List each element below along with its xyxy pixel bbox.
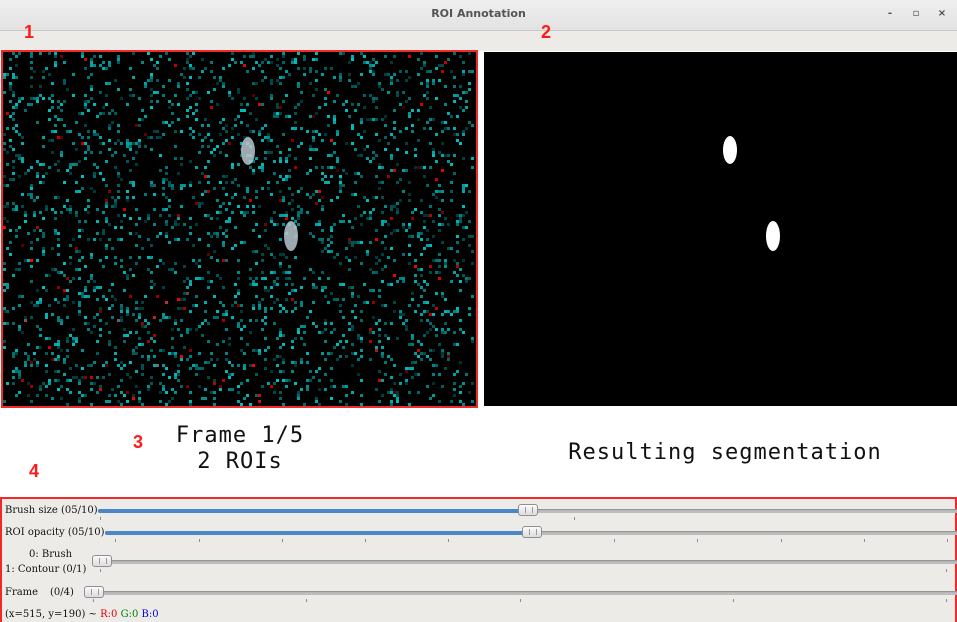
roi-opacity-thumb[interactable] xyxy=(521,526,542,538)
annotation-3: 3 xyxy=(133,432,144,452)
frame-image-panel[interactable] xyxy=(1,50,478,408)
status-green: G:0 xyxy=(120,609,139,620)
annotation-2: 2 xyxy=(541,22,552,42)
status-blue: B:0 xyxy=(141,609,159,620)
frame-slider-label: Frame xyxy=(5,587,39,598)
frame-thumb[interactable] xyxy=(84,586,104,598)
tick xyxy=(733,599,734,602)
tick xyxy=(115,539,116,542)
segmentation-blob-1 xyxy=(723,136,737,164)
tick xyxy=(574,517,575,520)
tick xyxy=(100,569,101,572)
window-title: ROI Annotation xyxy=(431,7,526,20)
tick xyxy=(947,539,948,542)
segmentation-caption: Resulting segmentation xyxy=(568,440,882,465)
brush-size-label: Brush size (05/10) xyxy=(5,505,98,516)
segmentation-blob-2 xyxy=(766,221,780,251)
tick xyxy=(946,569,947,572)
minimize-button[interactable]: - xyxy=(887,8,893,19)
controls-panel: Brush size (05/10) ROI opacity (05/10) 0… xyxy=(0,497,957,622)
mode-label-line1: 0: Brush xyxy=(29,549,73,560)
segmentation-image xyxy=(484,52,957,406)
roi-count-label: 2 ROIs xyxy=(197,449,283,474)
status-coords: (x=515, y=190) ~ xyxy=(5,609,97,620)
mode-label-line2: 1: Contour (0/1) xyxy=(5,564,87,575)
tick xyxy=(781,539,782,542)
maximize-button[interactable]: ▫ xyxy=(912,8,920,19)
status-bar: (x=515, y=190) ~ R:0 G:0 B:0 xyxy=(5,609,159,620)
brush-size-slider[interactable] xyxy=(98,504,957,516)
tick xyxy=(614,539,615,542)
frame-counter-label: Frame 1/5 xyxy=(175,423,305,448)
close-button[interactable]: × xyxy=(937,8,947,19)
mode-slider[interactable] xyxy=(92,555,957,567)
roi-opacity-label: ROI opacity (05/10) xyxy=(5,527,105,538)
roi-overlay-2 xyxy=(284,221,298,251)
frame-image[interactable] xyxy=(3,52,476,406)
tick xyxy=(100,517,101,520)
frame-slider[interactable] xyxy=(84,586,957,598)
tick xyxy=(864,539,865,542)
tick xyxy=(448,539,449,542)
annotation-1: 1 xyxy=(24,22,35,42)
annotation-4: 4 xyxy=(29,461,40,481)
brush-size-thumb[interactable] xyxy=(518,504,538,516)
mode-thumb[interactable] xyxy=(92,555,112,567)
status-red: R:0 xyxy=(100,609,118,620)
tick xyxy=(306,599,307,602)
tick xyxy=(365,539,366,542)
tick xyxy=(697,539,698,542)
tick xyxy=(282,539,283,542)
segmentation-panel xyxy=(484,52,957,406)
frame-slider-value: (0/4) xyxy=(50,587,74,598)
tick xyxy=(946,599,947,602)
menu-bar xyxy=(0,31,957,51)
roi-opacity-fill xyxy=(105,531,532,535)
window-titlebar[interactable]: ROI Annotation - ▫ × xyxy=(0,0,957,31)
tick xyxy=(93,599,94,602)
roi-opacity-slider[interactable] xyxy=(105,526,957,538)
tick xyxy=(199,539,200,542)
brush-size-fill xyxy=(98,509,528,513)
roi-overlay-1 xyxy=(241,137,255,165)
tick xyxy=(520,599,521,602)
